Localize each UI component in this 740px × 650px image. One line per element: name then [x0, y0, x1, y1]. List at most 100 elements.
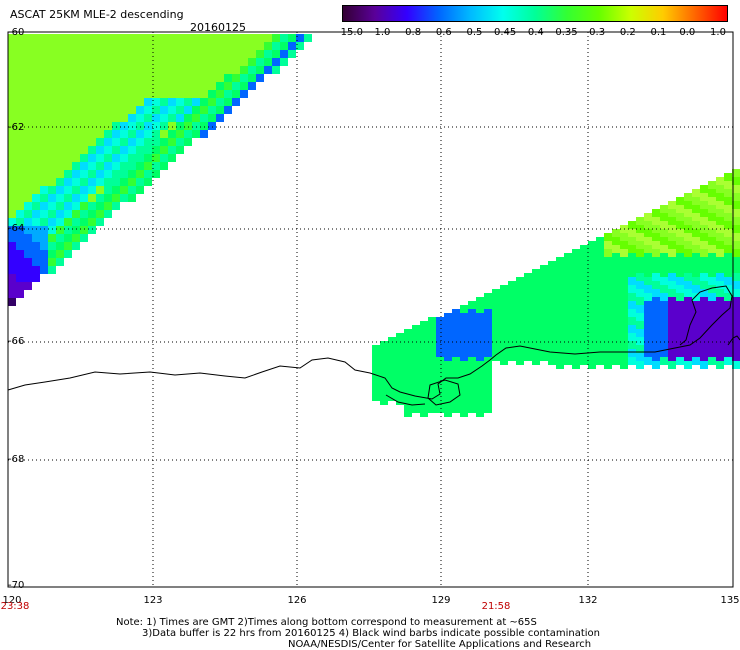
swath-pixel	[620, 313, 628, 321]
swath-pixel	[548, 341, 556, 349]
swath-pixel	[40, 130, 48, 138]
swath-pixel	[120, 106, 128, 114]
swath-pixel	[40, 178, 48, 186]
swath-pixel	[612, 301, 620, 309]
swath-pixel	[248, 82, 256, 90]
swath-pixel	[692, 213, 700, 221]
swath-pixel	[724, 237, 732, 245]
swath-pixel	[80, 82, 88, 90]
swath-pixel	[724, 173, 732, 181]
swath-pixel	[128, 106, 136, 114]
lat-label-62: -62	[8, 122, 25, 133]
swath-pixel	[264, 42, 272, 50]
swath-pixel	[412, 357, 420, 365]
swath-pixel	[500, 341, 508, 349]
lat-label-66: -66	[8, 336, 25, 347]
swath-pixel	[88, 210, 96, 218]
swath-pixel	[524, 289, 532, 297]
swath-pixel	[548, 317, 556, 325]
swath-pixel	[708, 245, 716, 253]
swath-pixel	[412, 333, 420, 341]
swath-pixel	[96, 210, 104, 218]
swath-pixel	[64, 226, 72, 234]
swath-pixel	[16, 114, 24, 122]
swath-pixel	[192, 122, 200, 130]
swath-pixel	[532, 325, 540, 333]
swath-pixel	[524, 345, 532, 353]
swath-pixel	[24, 122, 32, 130]
swath-pixel	[492, 321, 500, 329]
swath-pixel	[404, 409, 412, 417]
swath-pixel	[380, 397, 388, 405]
swath-pixel	[556, 281, 564, 289]
swath-pixel	[636, 257, 644, 265]
swath-pixel	[16, 90, 24, 98]
swath-pixel	[136, 162, 144, 170]
swath-pixel	[16, 186, 24, 194]
swath-pixel	[16, 226, 24, 234]
swath-pixel	[444, 345, 452, 353]
swath-pixel	[128, 170, 136, 178]
swath-pixel	[596, 341, 604, 349]
swath-pixel	[224, 42, 232, 50]
swath-pixel	[484, 397, 492, 405]
swath-pixel	[388, 369, 396, 377]
swath-pixel	[580, 293, 588, 301]
swath-pixel	[96, 170, 104, 178]
swath-pixel	[548, 261, 556, 269]
swath-pixel	[56, 226, 64, 234]
swath-pixel	[572, 249, 580, 257]
swath-pixel	[240, 90, 248, 98]
swath-pixel	[444, 385, 452, 393]
swath-pixel	[580, 301, 588, 309]
swath-pixel	[104, 50, 112, 58]
swath-pixel	[144, 74, 152, 82]
swath-pixel	[8, 242, 16, 250]
swath-pixel	[120, 170, 128, 178]
swath-pixel	[644, 245, 652, 253]
swath-pixel	[32, 170, 40, 178]
swath-pixel	[160, 90, 168, 98]
swath-pixel	[636, 321, 644, 329]
swath-pixel	[136, 34, 144, 42]
swath-pixel	[732, 273, 740, 281]
swath-pixel	[396, 333, 404, 341]
swath-pixel	[620, 321, 628, 329]
swath-pixel	[500, 357, 508, 365]
swath-pixel	[144, 58, 152, 66]
swath-pixel	[160, 50, 168, 58]
swath-pixel	[24, 202, 32, 210]
swath-pixel	[700, 289, 708, 297]
swath-pixel	[136, 50, 144, 58]
swath-pixel	[280, 58, 288, 66]
swath-pixel	[48, 202, 56, 210]
swath-pixel	[24, 82, 32, 90]
swath-pixel	[732, 217, 740, 225]
swath-pixel	[532, 269, 540, 277]
swath-pixel	[460, 321, 468, 329]
swath-pixel	[732, 265, 740, 273]
swath-pixel	[256, 58, 264, 66]
swath-pixel	[564, 357, 572, 365]
swath-pixel	[508, 321, 516, 329]
swath-pixel	[724, 301, 732, 309]
swath-pixel	[380, 341, 388, 349]
swath-pixel	[88, 106, 96, 114]
swath-pixel	[716, 305, 724, 313]
swath-pixel	[120, 74, 128, 82]
swath-pixel	[732, 329, 740, 337]
swath-pixel	[96, 82, 104, 90]
swath-pixel	[184, 90, 192, 98]
swath-pixel	[232, 42, 240, 50]
swath-pixel	[476, 329, 484, 337]
swath-pixel	[64, 250, 72, 258]
swath-pixel	[24, 58, 32, 66]
swath-pixel	[404, 377, 412, 385]
swath-pixel	[152, 50, 160, 58]
swath-pixel	[380, 365, 388, 373]
swath-pixel	[588, 281, 596, 289]
swath-pixel	[548, 357, 556, 365]
swath-pixel	[724, 277, 732, 285]
swath-pixel	[732, 249, 740, 257]
swath-pixel	[716, 265, 724, 273]
